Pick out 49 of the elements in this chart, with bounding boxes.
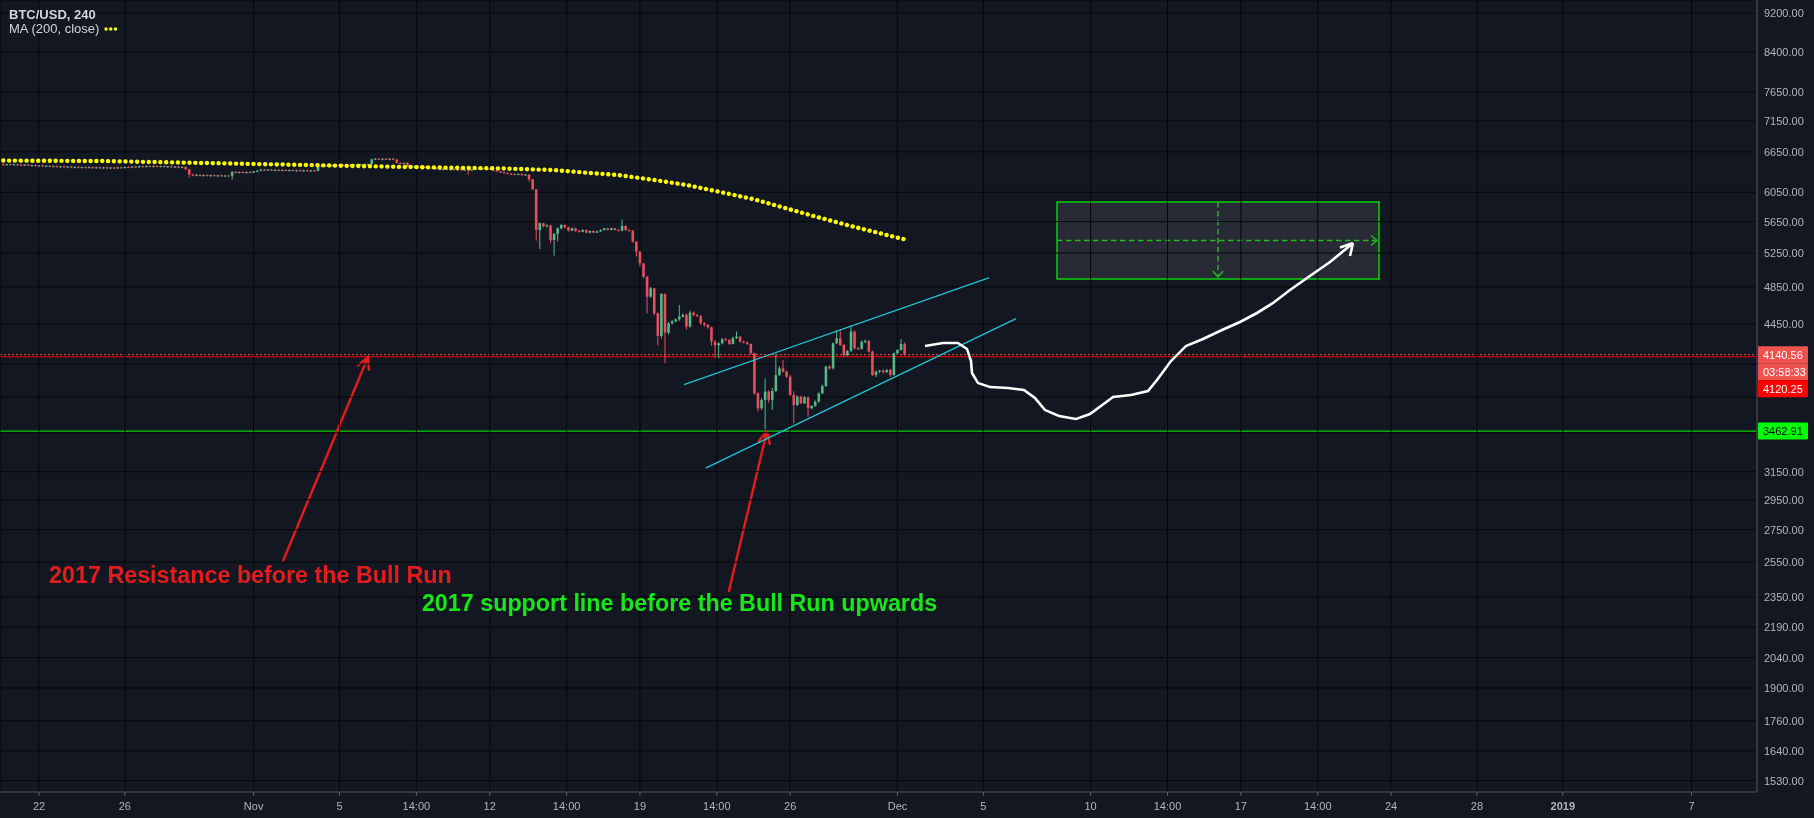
y-tick-label: 9200.00 bbox=[1764, 7, 1804, 20]
x-tick-label: 24 bbox=[1384, 800, 1398, 812]
x-tick-label: 22 bbox=[32, 800, 46, 812]
y-tick-label: 1530.00 bbox=[1764, 774, 1804, 787]
legend-label: MA (200, close) bbox=[9, 21, 100, 36]
x-tick-label: 7 bbox=[1688, 800, 1695, 812]
x-tick-label: 19 bbox=[633, 800, 647, 812]
y-tick-label: 1760.00 bbox=[1764, 714, 1804, 727]
y-tick-label: 5650.00 bbox=[1764, 215, 1804, 228]
text: 03:58:33 bbox=[1763, 365, 1806, 378]
y-tick-label: 2350.00 bbox=[1764, 591, 1804, 604]
x-tick-label: 14:00 bbox=[552, 800, 581, 812]
ref-line-label: 4140.56 bbox=[1763, 348, 1803, 361]
y-tick-label: 1900.00 bbox=[1764, 681, 1804, 694]
y-tick-label: 4850.00 bbox=[1764, 280, 1804, 293]
y-tick-label: 2190.00 bbox=[1764, 621, 1804, 634]
x-tick-label: Dec bbox=[887, 800, 908, 812]
x-tick-label: 26 bbox=[784, 800, 797, 812]
y-tick-label: 2950.00 bbox=[1764, 493, 1804, 506]
ref-line-label: 3462.91 bbox=[1763, 425, 1803, 438]
x-tick-label: 5 bbox=[980, 800, 987, 812]
y-tick-label: 7150.00 bbox=[1764, 114, 1804, 127]
text: BTC/USD, 240 bbox=[9, 7, 96, 22]
y-tick-label: 3150.00 bbox=[1764, 465, 1804, 478]
x-tick-label: Nov bbox=[243, 800, 264, 812]
y-tick-label: 2750.00 bbox=[1764, 523, 1804, 536]
x-tick-label: 14:00 bbox=[402, 800, 431, 812]
y-tick-label: 7650.00 bbox=[1764, 85, 1804, 98]
y-tick-label: 6050.00 bbox=[1764, 186, 1804, 199]
x-tick-label: 26 bbox=[118, 800, 131, 812]
y-tick-label: 5250.00 bbox=[1764, 247, 1804, 260]
x-tick-label: 5 bbox=[336, 800, 343, 812]
x-tick-label: 10 bbox=[1084, 800, 1097, 812]
ref-line-label: 4120.25 bbox=[1763, 382, 1803, 395]
x-tick-label: 12 bbox=[483, 800, 496, 812]
y-tick-label: 1640.00 bbox=[1764, 744, 1804, 757]
y-tick-label: 4450.00 bbox=[1764, 317, 1804, 330]
annotation: 2017 Resistance before the Bull Run bbox=[49, 561, 452, 588]
x-tick-label: 2019 bbox=[1550, 800, 1576, 812]
x-tick-label: 17 bbox=[1234, 800, 1247, 812]
x-tick-label: 28 bbox=[1470, 800, 1484, 812]
x-tick-label: 14:00 bbox=[1153, 800, 1182, 812]
y-tick-label: 6650.00 bbox=[1764, 145, 1804, 158]
y-tick-label: 8400.00 bbox=[1764, 45, 1804, 58]
y-tick-label: 2040.00 bbox=[1764, 651, 1804, 664]
annotation: 2017 support line before the Bull Run upwards bbox=[421, 590, 938, 617]
x-tick-label: 14:00 bbox=[1303, 800, 1332, 812]
y-tick-label: 2550.00 bbox=[1764, 556, 1804, 569]
x-tick-label: 14:00 bbox=[703, 800, 731, 812]
